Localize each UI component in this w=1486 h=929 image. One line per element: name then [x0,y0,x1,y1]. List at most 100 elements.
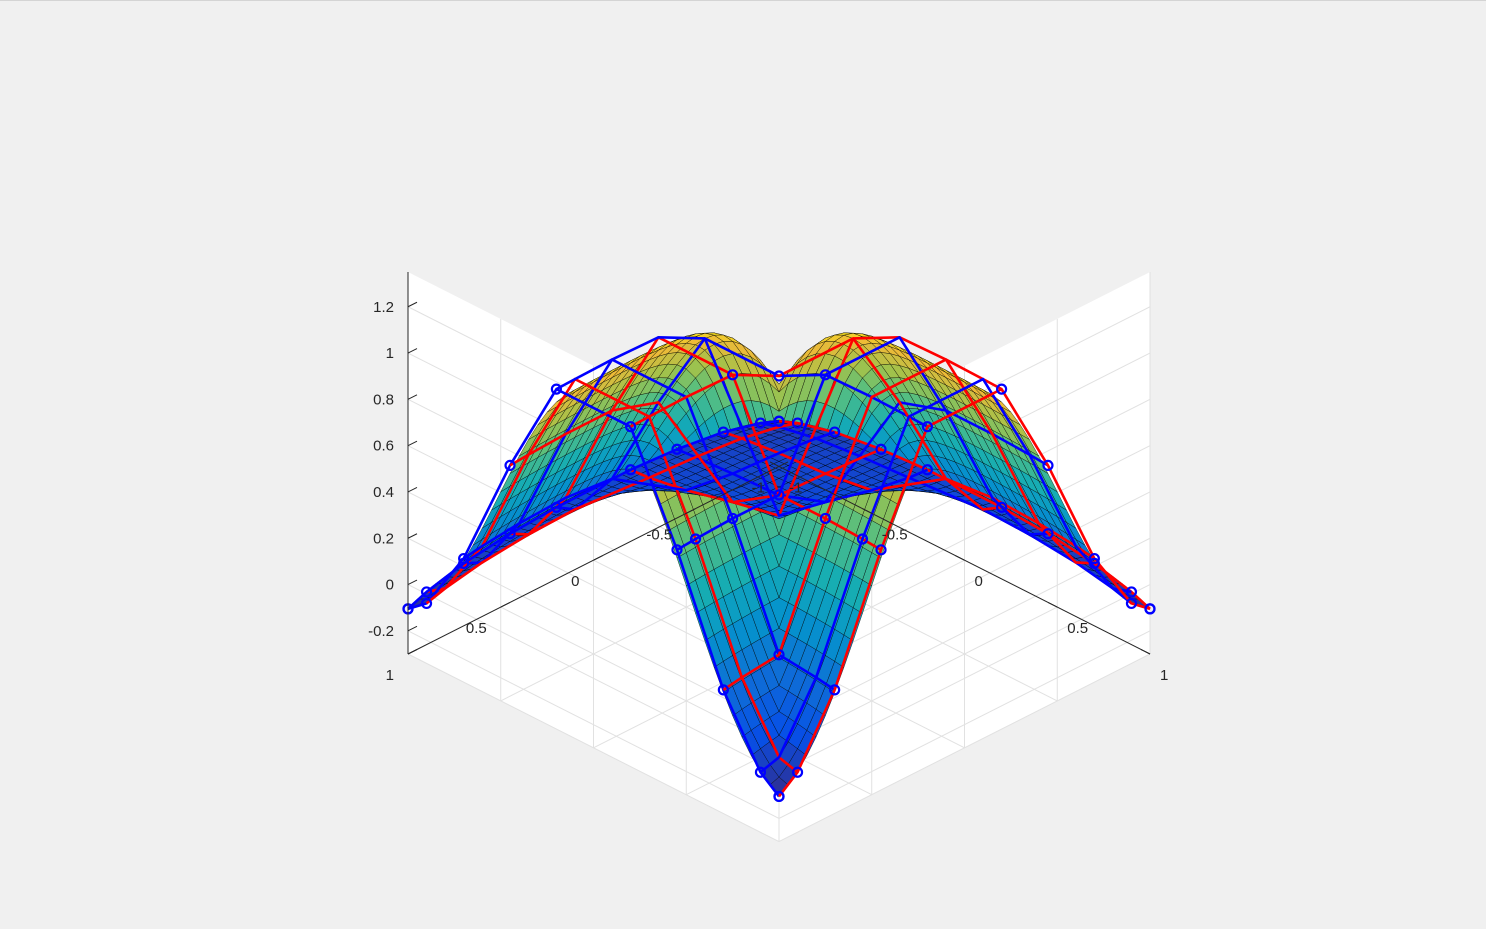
control-point [773,489,785,501]
y-tick-label: -1 [752,479,765,496]
z-tick-label: 1 [386,345,394,362]
control-point [689,533,702,545]
y-tick-label: -0.5 [646,526,672,543]
x-tick-label: 0 [975,573,983,590]
y-tick-label: 0.5 [466,620,487,637]
x-tick [1048,602,1058,608]
control-point [754,766,767,778]
control-line [676,335,1049,551]
control-point [819,512,831,525]
y-tick [778,461,789,467]
control-point [921,421,934,433]
z-tick-label: 0.2 [373,530,394,547]
control-point [773,790,785,803]
control-point [420,597,433,610]
control-line [629,337,1002,511]
control-point [458,557,470,570]
x-tick [955,555,965,561]
control-point [773,649,785,661]
control-point [624,421,637,433]
control-line [760,421,1133,605]
z-tick [407,487,418,493]
z-tick [407,348,418,354]
control-line [407,387,781,798]
control-line [556,337,929,511]
z-tick [407,394,418,400]
control-point [921,464,934,476]
control-point [995,501,1008,513]
x-tick-label: 0.5 [1067,620,1088,637]
control-line [777,387,1151,798]
control-point [856,533,869,545]
z-tick [407,579,418,585]
control-line [722,358,1095,691]
grid-line [407,630,1151,820]
window-top-border [0,0,1486,1]
control-point [875,443,887,455]
control-point [458,552,470,565]
z-tick-label: 0.8 [373,391,394,408]
z-tick [407,440,418,447]
control-line [630,335,1003,517]
control-point [1125,597,1138,610]
control-point [1088,557,1100,570]
control-point [550,383,563,395]
control-line [676,401,1049,504]
tick-marks [407,301,1151,655]
control-point [773,370,785,382]
control-line [555,335,928,517]
grid-line [407,653,780,843]
control-point [829,684,841,696]
control-point [420,586,433,598]
grid-line [778,653,1151,843]
z-tick-label: -0.2 [368,623,394,640]
x-tick-label: -0.5 [882,526,908,543]
control-point [1042,459,1054,472]
x-tick [769,461,780,467]
control-point [550,501,563,513]
grid-line [686,606,1058,796]
grid-line [500,606,872,796]
control-point [754,417,767,429]
z-tick-label: 1.2 [373,299,394,316]
x-tick [1140,649,1151,655]
control-point [1144,603,1156,615]
x-tick-label: -1 [789,479,802,496]
tick-labels: -0.2 0 0.2 0.4 0.6 0.8 1 1.2 -1 -0.5 0 0.5 1 -1 -0.5 0 0… [368,299,1168,684]
control-point [727,369,739,381]
control-point [504,459,516,472]
y-tick [686,508,696,514]
control-point [791,766,804,778]
z-tick-label: 0.4 [373,484,394,501]
control-point [791,417,804,429]
x-tick-label: 1 [1160,667,1168,684]
control-net [402,335,1156,803]
control-point [671,443,683,455]
y-tick [593,555,603,561]
control-point [819,369,831,381]
control-line [463,358,836,691]
control-point [829,426,841,438]
z-tick-label: 0.6 [373,438,394,455]
control-point [1088,552,1100,565]
control-point [995,383,1008,395]
control-point [875,544,887,556]
control-line [425,421,798,605]
control-point [717,426,729,438]
z-tick [407,301,418,308]
y-tick-label: 1 [386,667,394,684]
control-point [727,512,739,525]
control-point [1125,586,1138,598]
control-point [671,544,683,556]
y-tick [500,602,510,608]
x-tick [862,508,872,514]
y-tick-label: 0 [571,573,579,590]
control-line [509,335,882,551]
control-line [509,401,882,504]
control-point [1042,528,1054,540]
z-tick [407,533,418,539]
z-tick-label: 0 [386,577,394,594]
z-tick [407,625,418,632]
